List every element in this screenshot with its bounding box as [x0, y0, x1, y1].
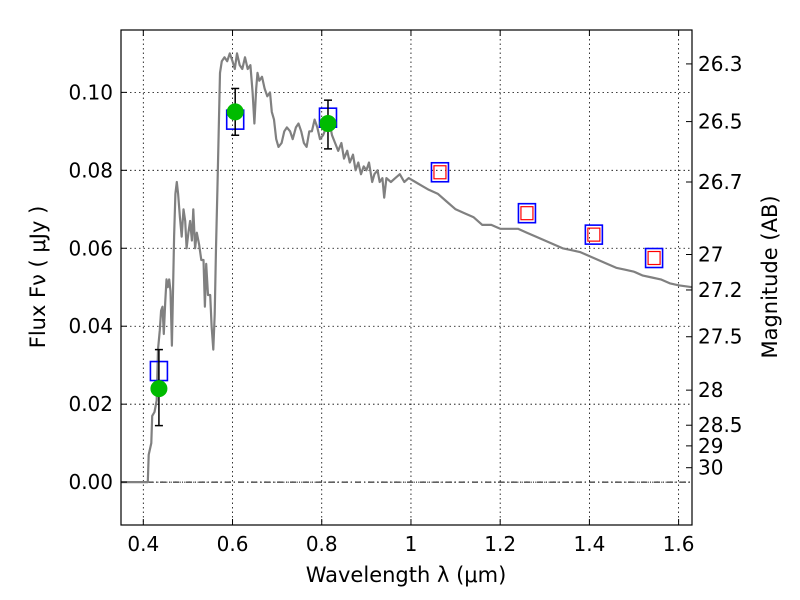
- model-flux-inner-square: [647, 250, 661, 266]
- sed-model-line: [121, 52, 693, 484]
- model-flux-square: [517, 202, 537, 224]
- magnitude-axis-label: Magnitude (AB): [758, 195, 782, 358]
- marker-layer: [149, 87, 664, 427]
- x-tick-label: 0.8: [306, 532, 338, 556]
- magnitude-tick-label: 26.3: [698, 52, 743, 76]
- magnitude-tick-label: 28.5: [698, 413, 743, 437]
- magnitude-tick-label: 29: [698, 434, 723, 458]
- magnitude-tick-label: 28: [698, 378, 723, 402]
- x-tick-label: 1.2: [484, 532, 516, 556]
- model-flux-square: [644, 247, 664, 269]
- y-axis-ticks: 0.00 0.02 0.04 0.06 0.08 0.10: [68, 80, 127, 494]
- y-tick-label: 0.00: [68, 470, 113, 494]
- plot-frame: [120, 29, 693, 526]
- x-tick-label: 1.6: [663, 532, 695, 556]
- x-tick-label: 1: [405, 532, 418, 556]
- y-tick-label: 0.02: [68, 392, 113, 416]
- model-flux-square: [584, 224, 604, 245]
- observed-flux-point: [319, 115, 337, 133]
- magnitude-tick-label: 27.5: [698, 325, 743, 349]
- model-flux-inner-square: [587, 227, 601, 242]
- magnitude-tick-label: 27: [698, 243, 723, 267]
- model-flux-square: [430, 161, 450, 183]
- y-tick-label: 0.04: [68, 314, 113, 338]
- x-tick-label: 0.4: [127, 532, 159, 556]
- x-axis-ticks: 0.4 0.6 0.8 1 1.2 1.4 1.6: [127, 30, 695, 556]
- y-tick-label: 0.10: [68, 80, 113, 104]
- magnitude-tick-label: 26.7: [698, 170, 743, 194]
- model-flux-inner-square: [433, 165, 447, 180]
- x-axis-label: Wavelength λ (μm): [306, 563, 507, 587]
- observed-flux-point: [226, 103, 244, 121]
- y-tick-label: 0.08: [68, 158, 113, 182]
- model-flux-inner-square: [520, 206, 534, 221]
- magnitude-tick-label: 30: [698, 456, 723, 480]
- magnitude-tick-label: 27.2: [698, 278, 743, 302]
- x-tick-label: 1.4: [573, 532, 605, 556]
- y-tick-label: 0.06: [68, 236, 113, 260]
- model-spectrum-layer: [121, 52, 693, 484]
- observed-flux-point: [150, 380, 168, 398]
- x-tick-label: 0.6: [217, 532, 249, 556]
- y-axis-label: Flux Fν ( μJy ): [26, 206, 50, 349]
- magnitude-tick-label: 26.5: [698, 110, 743, 134]
